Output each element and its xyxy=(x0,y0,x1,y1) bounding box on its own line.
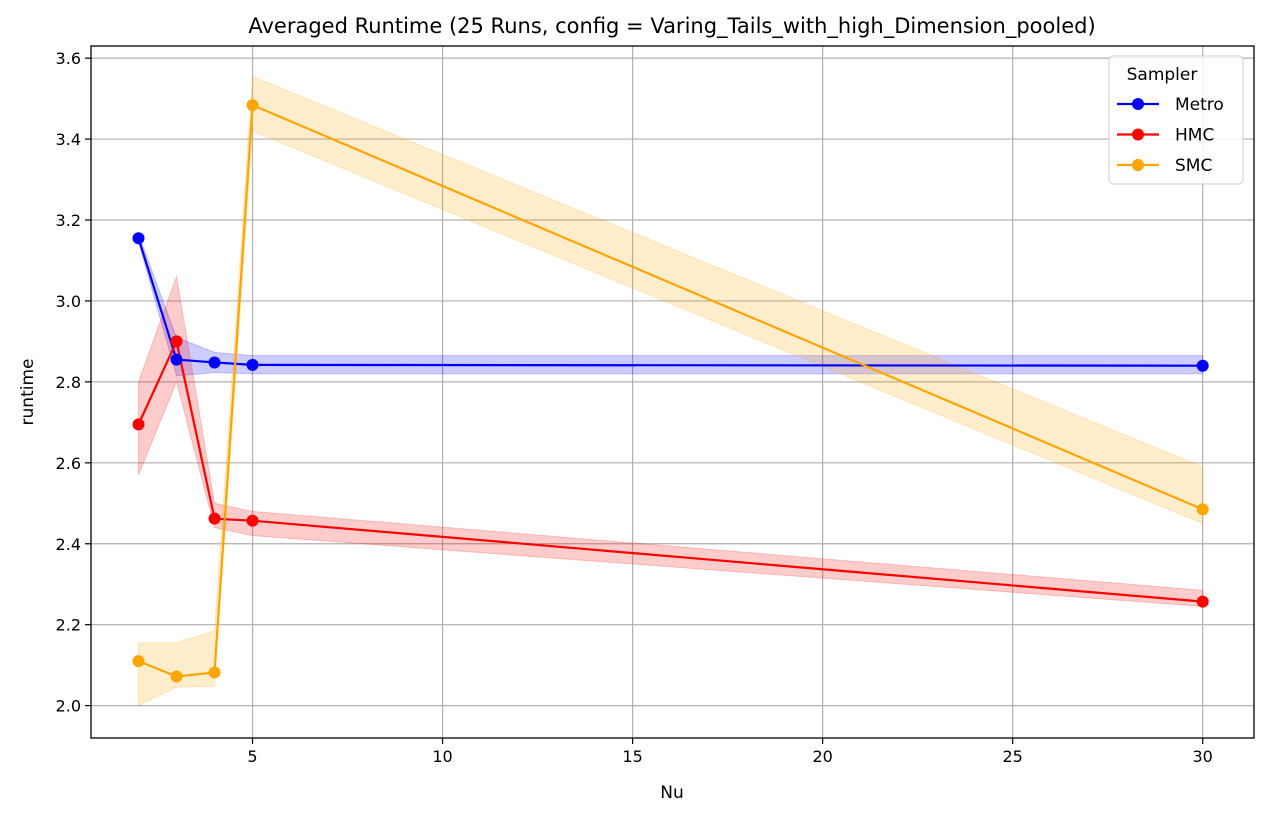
hmc-point xyxy=(132,418,145,431)
smc-band xyxy=(138,75,1204,707)
metro-band xyxy=(138,234,1204,377)
x-axis-label: Nu xyxy=(660,783,684,803)
y-tick-label: 2.2 xyxy=(56,616,81,635)
plot-frame xyxy=(90,45,1255,739)
y-tick-label: 3.0 xyxy=(56,292,81,311)
x-tick-label: 20 xyxy=(812,747,832,766)
hmc-point xyxy=(246,514,259,527)
y-tick-label: 2.0 xyxy=(56,697,81,716)
y-axis-ticks: 2.0 2.2 2.4 2.6 2.8 3.0 3.2 3.4 3.6 xyxy=(56,49,91,716)
legend-smc-label: SMC xyxy=(1175,156,1212,176)
hmc-point xyxy=(208,512,221,525)
metro-point xyxy=(208,356,221,369)
x-tick-label: 15 xyxy=(622,747,642,766)
grid xyxy=(91,46,1254,738)
x-tick-label: 30 xyxy=(1193,747,1213,766)
smc-point xyxy=(132,655,145,668)
y-tick-label: 3.6 xyxy=(56,49,81,68)
y-axis-label: runtime xyxy=(18,359,38,426)
y-tick-label: 2.6 xyxy=(56,454,81,473)
metro-point xyxy=(1196,359,1209,372)
legend-metro-marker xyxy=(1132,98,1144,110)
x-tick-label: 5 xyxy=(247,747,257,766)
series-points xyxy=(132,99,1209,683)
y-tick-label: 3.4 xyxy=(56,130,81,149)
legend-hmc-marker xyxy=(1132,128,1144,141)
metro-point xyxy=(246,358,259,371)
legend-smc-marker xyxy=(1132,159,1144,171)
x-tick-label: 10 xyxy=(432,747,452,766)
metro-point xyxy=(170,353,183,366)
legend-metro-label: Metro xyxy=(1175,95,1224,115)
legend-title: Sampler xyxy=(1127,65,1198,85)
y-tick-label: 3.2 xyxy=(56,211,81,230)
y-tick-label: 2.4 xyxy=(56,535,81,554)
chart-title: Averaged Runtime (25 Runs, config = Vari… xyxy=(248,14,1095,39)
x-axis-ticks: 5 10 15 20 25 30 xyxy=(247,738,1213,766)
metro-point xyxy=(132,232,145,245)
legend-hmc-label: HMC xyxy=(1175,126,1214,146)
smc-point xyxy=(208,666,221,679)
hmc-point xyxy=(170,335,183,348)
y-tick-label: 2.8 xyxy=(56,373,81,392)
legend-items: Metro HMC SMC xyxy=(1117,95,1224,176)
hmc-point xyxy=(1196,595,1209,608)
smc-point xyxy=(246,99,259,112)
x-tick-label: 25 xyxy=(1002,747,1022,766)
smc-point xyxy=(170,670,183,683)
legend: Sampler Metro HMC SMC xyxy=(1108,55,1244,185)
legend-box xyxy=(1108,55,1244,185)
smc-point xyxy=(1196,503,1209,516)
